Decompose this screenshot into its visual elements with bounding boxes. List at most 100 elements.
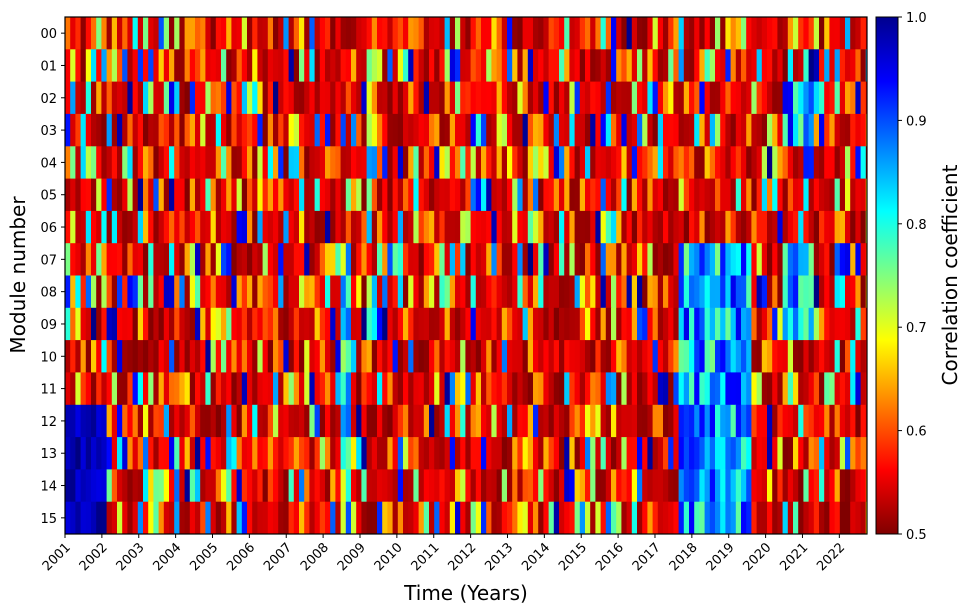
x-tick-label: 2001 bbox=[40, 540, 74, 574]
heatmap-cell bbox=[423, 178, 430, 212]
heatmap-cell bbox=[106, 404, 113, 438]
heatmap-cell bbox=[683, 275, 690, 309]
heatmap-cell bbox=[595, 340, 601, 373]
heatmap-cell bbox=[319, 113, 326, 147]
heatmap-cell bbox=[611, 340, 617, 373]
heatmap-cell bbox=[538, 49, 544, 82]
heatmap-cell bbox=[122, 404, 128, 438]
heatmap-cell bbox=[631, 501, 638, 535]
heatmap-cell bbox=[657, 113, 664, 147]
heatmap-cell bbox=[106, 210, 113, 244]
heatmap-cell bbox=[345, 404, 352, 438]
heatmap-cell bbox=[819, 372, 825, 406]
heatmap-cell bbox=[382, 49, 388, 82]
heatmap-cell bbox=[782, 17, 789, 50]
heatmap-cell bbox=[533, 146, 539, 179]
heatmap-cell bbox=[496, 81, 503, 115]
heatmap-cell bbox=[793, 243, 799, 276]
heatmap-cell bbox=[631, 469, 638, 503]
heatmap-cell bbox=[397, 81, 404, 115]
heatmap-cell bbox=[819, 81, 825, 115]
heatmap-cell bbox=[559, 501, 565, 535]
heatmap-cell bbox=[533, 49, 539, 82]
heatmap-cell bbox=[299, 49, 305, 82]
heatmap-cell bbox=[637, 113, 643, 147]
heatmap-cell bbox=[522, 146, 529, 179]
heatmap-cell bbox=[148, 501, 154, 535]
heatmap-cell bbox=[756, 372, 763, 406]
heatmap-cell bbox=[855, 372, 861, 406]
heatmap-cell bbox=[158, 307, 165, 341]
heatmap-cell bbox=[231, 501, 237, 535]
heatmap-cell bbox=[793, 501, 799, 535]
heatmap-cell bbox=[793, 469, 799, 503]
heatmap-cell bbox=[637, 501, 643, 535]
heatmap-cell bbox=[75, 437, 81, 470]
heatmap-cell bbox=[148, 81, 154, 115]
heatmap-cell bbox=[595, 275, 601, 309]
heatmap-cell bbox=[642, 146, 648, 179]
heatmap-cell bbox=[590, 275, 596, 309]
heatmap-cell bbox=[699, 17, 705, 50]
heatmap-cell bbox=[127, 437, 133, 470]
heatmap-cell bbox=[299, 17, 305, 50]
heatmap-cell bbox=[85, 340, 92, 373]
heatmap-cell bbox=[117, 81, 123, 115]
heatmap-cell bbox=[148, 113, 154, 147]
heatmap-cell bbox=[637, 49, 643, 82]
heatmap-cell bbox=[392, 210, 399, 244]
heatmap-cell bbox=[397, 340, 404, 373]
heatmap-cell bbox=[153, 437, 159, 470]
heatmap-cell bbox=[491, 501, 497, 535]
heatmap-cell bbox=[725, 146, 731, 179]
heatmap-cell bbox=[845, 49, 851, 82]
heatmap-cell bbox=[741, 81, 747, 115]
heatmap-cell bbox=[611, 437, 617, 470]
heatmap-cell bbox=[611, 501, 617, 535]
heatmap-cell bbox=[403, 210, 409, 244]
heatmap-cell bbox=[767, 469, 773, 503]
heatmap-cell bbox=[694, 81, 700, 115]
heatmap-cell bbox=[189, 437, 196, 470]
heatmap-cell bbox=[668, 243, 674, 276]
heatmap-cell bbox=[621, 501, 627, 535]
heatmap-cell bbox=[132, 404, 139, 438]
heatmap-cell bbox=[793, 275, 799, 309]
heatmap-cell bbox=[673, 340, 679, 373]
heatmap-cell bbox=[210, 178, 217, 212]
heatmap-cell bbox=[631, 210, 638, 244]
heatmap-cell bbox=[585, 469, 591, 503]
heatmap-cell bbox=[605, 210, 612, 244]
heatmap-cell bbox=[579, 404, 586, 438]
heatmap-cell bbox=[75, 113, 81, 147]
heatmap-cell bbox=[829, 372, 835, 406]
heatmap-cell bbox=[101, 275, 107, 309]
heatmap-cell bbox=[512, 81, 518, 115]
heatmap-cell bbox=[288, 81, 295, 115]
heatmap-cell bbox=[761, 210, 768, 244]
heatmap-cell bbox=[533, 340, 539, 373]
heatmap-cell bbox=[839, 437, 846, 470]
heatmap-cell bbox=[631, 307, 638, 341]
heatmap-cell bbox=[143, 307, 149, 341]
heatmap-cell bbox=[761, 113, 768, 147]
heatmap-cell bbox=[273, 210, 279, 244]
heatmap-cell bbox=[626, 372, 633, 406]
heatmap-cell bbox=[408, 404, 414, 438]
heatmap-cell bbox=[85, 404, 92, 438]
heatmap-cell bbox=[824, 275, 830, 309]
heatmap-cell bbox=[304, 210, 310, 244]
heatmap-cell bbox=[377, 340, 383, 373]
heatmap-cell bbox=[361, 178, 367, 212]
heatmap-cell bbox=[283, 501, 289, 535]
heatmap-cell bbox=[777, 113, 783, 147]
heatmap-cell bbox=[538, 210, 544, 244]
heatmap-cell bbox=[96, 469, 102, 503]
heatmap-cell bbox=[351, 501, 357, 535]
heatmap-cell bbox=[111, 146, 118, 179]
heatmap-cell bbox=[231, 275, 237, 309]
heatmap-cell bbox=[65, 372, 71, 406]
heatmap-cell bbox=[756, 146, 763, 179]
heatmap-cell bbox=[330, 210, 336, 244]
heatmap-cell bbox=[496, 243, 503, 276]
